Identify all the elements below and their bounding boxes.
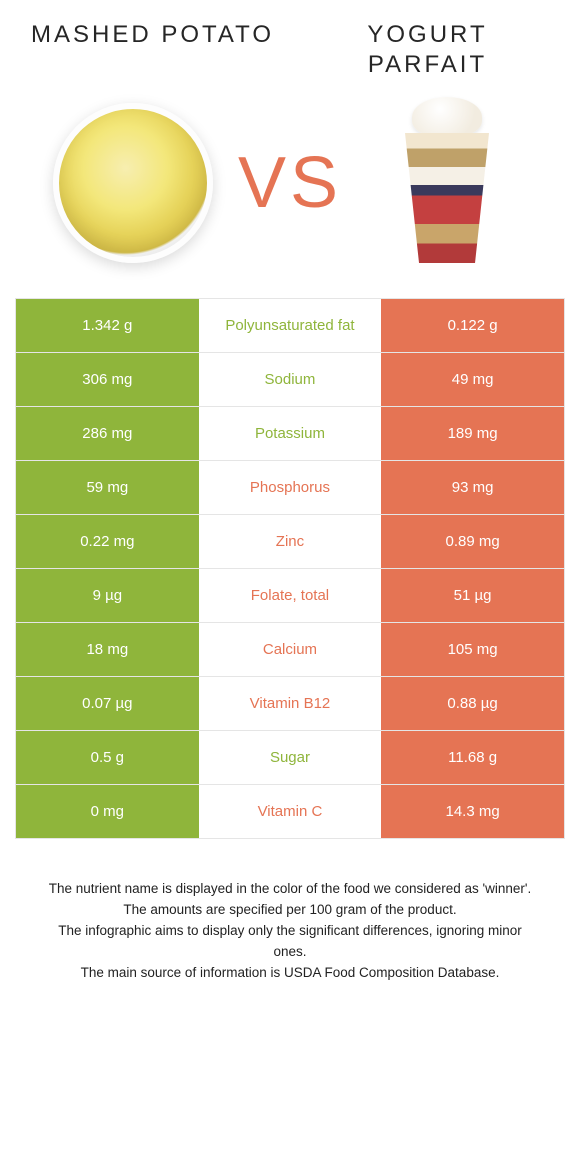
nutrient-label-cell: Folate, total — [199, 569, 382, 622]
yogurt-parfait-icon — [392, 103, 502, 263]
left-value-cell: 9 µg — [16, 569, 199, 622]
right-value-cell: 49 mg — [381, 353, 564, 406]
table-row: 0 mgVitamin C14.3 mg — [16, 785, 564, 839]
right-value-cell: 0.88 µg — [381, 677, 564, 730]
right-value-cell: 105 mg — [381, 623, 564, 676]
mashed-potato-icon — [53, 103, 213, 263]
nutrient-label-cell: Phosphorus — [199, 461, 382, 514]
nutrient-table: 1.342 gPolyunsaturated fat0.122 g306 mgS… — [15, 298, 565, 839]
footer-line-4: The main source of information is USDA F… — [40, 963, 540, 984]
nutrient-label-cell: Sodium — [199, 353, 382, 406]
table-row: 286 mgPotassium189 mg — [16, 407, 564, 461]
footer-line-1: The nutrient name is displayed in the co… — [40, 879, 540, 900]
left-value-cell: 0 mg — [16, 785, 199, 838]
infographic-container: MASHED POTATO YOGURT PARFAIT VS 1.342 gP… — [0, 0, 580, 1004]
footer-notes: The nutrient name is displayed in the co… — [15, 879, 565, 984]
table-row: 0.22 mgZinc0.89 mg — [16, 515, 564, 569]
header-titles: MASHED POTATO YOGURT PARFAIT — [15, 20, 565, 80]
left-value-cell: 59 mg — [16, 461, 199, 514]
right-food-title: YOGURT PARFAIT — [304, 20, 552, 80]
right-food-image — [362, 98, 532, 268]
nutrient-label-cell: Zinc — [199, 515, 382, 568]
right-value-cell: 93 mg — [381, 461, 564, 514]
table-row: 1.342 gPolyunsaturated fat0.122 g — [16, 299, 564, 353]
nutrient-label-cell: Vitamin B12 — [199, 677, 382, 730]
left-value-cell: 0.5 g — [16, 731, 199, 784]
right-value-cell: 51 µg — [381, 569, 564, 622]
left-value-cell: 18 mg — [16, 623, 199, 676]
table-row: 59 mgPhosphorus93 mg — [16, 461, 564, 515]
table-row: 0.07 µgVitamin B120.88 µg — [16, 677, 564, 731]
left-food-image — [48, 98, 218, 268]
nutrient-label-cell: Polyunsaturated fat — [199, 299, 382, 352]
right-value-cell: 0.122 g — [381, 299, 564, 352]
left-value-cell: 286 mg — [16, 407, 199, 460]
table-row: 0.5 gSugar11.68 g — [16, 731, 564, 785]
left-value-cell: 306 mg — [16, 353, 199, 406]
right-value-cell: 189 mg — [381, 407, 564, 460]
right-value-cell: 11.68 g — [381, 731, 564, 784]
table-row: 18 mgCalcium105 mg — [16, 623, 564, 677]
footer-line-3: The infographic aims to display only the… — [40, 921, 540, 963]
right-value-cell: 0.89 mg — [381, 515, 564, 568]
left-food-title: MASHED POTATO — [29, 20, 277, 50]
nutrient-label-cell: Potassium — [199, 407, 382, 460]
left-value-cell: 1.342 g — [16, 299, 199, 352]
nutrient-label-cell: Vitamin C — [199, 785, 382, 838]
table-row: 306 mgSodium49 mg — [16, 353, 564, 407]
nutrient-label-cell: Calcium — [199, 623, 382, 676]
parfait-cream-icon — [412, 97, 482, 137]
right-value-cell: 14.3 mg — [381, 785, 564, 838]
footer-line-2: The amounts are specified per 100 gram o… — [40, 900, 540, 921]
parfait-cup-icon — [397, 133, 497, 263]
table-row: 9 µgFolate, total51 µg — [16, 569, 564, 623]
left-value-cell: 0.07 µg — [16, 677, 199, 730]
vs-label: VS — [238, 142, 342, 224]
left-value-cell: 0.22 mg — [16, 515, 199, 568]
vs-row: VS — [15, 98, 565, 268]
nutrient-label-cell: Sugar — [199, 731, 382, 784]
